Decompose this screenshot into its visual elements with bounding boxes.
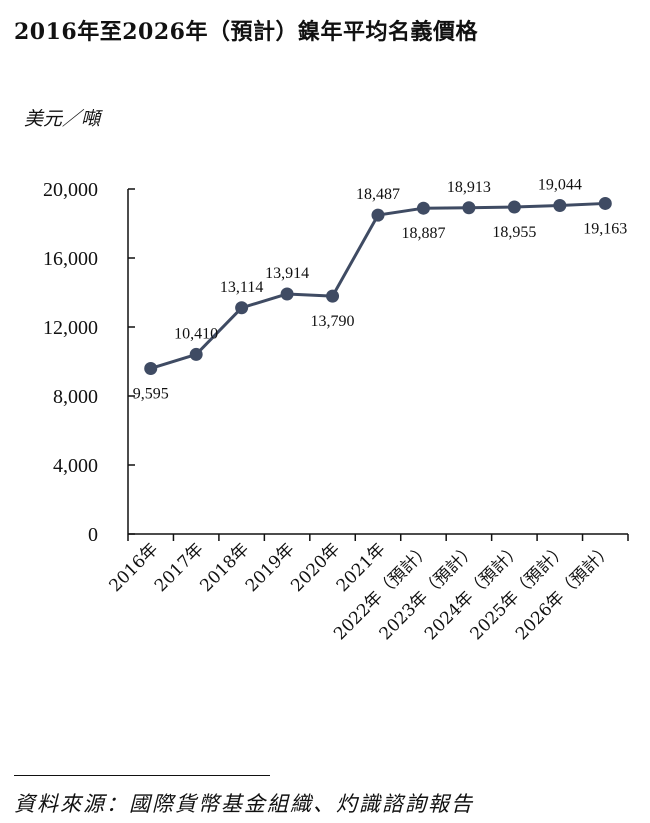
data-label: 18,955: [492, 224, 536, 241]
x-tick-label: 2018年: [196, 539, 253, 596]
x-tick-label: 2020年: [287, 539, 344, 596]
chart-title: 2016年至2026年（預計）鎳年平均名義價格: [14, 19, 478, 45]
x-tick-label: 2016年: [106, 539, 163, 596]
data-label: 13,790: [311, 313, 355, 330]
x-tick-label: 2017年: [151, 539, 208, 596]
y-tick-label: 16,000: [43, 248, 98, 270]
y-tick-label: 4,000: [53, 455, 98, 477]
y-tick-label: 0: [88, 524, 98, 546]
source-note: 資料來源：國際貨幣基金組織、灼識諮詢報告: [14, 792, 474, 816]
data-point: [462, 201, 476, 215]
y-tick-label: 20,000: [43, 179, 98, 201]
data-label: 10,410: [174, 325, 218, 342]
data-point: [371, 208, 385, 222]
data-label: 13,114: [220, 279, 263, 296]
series-line: [150, 201, 606, 370]
data-label: 18,887: [401, 225, 445, 242]
y-tick-label: 8,000: [53, 386, 98, 408]
y-axis-unit-label: 美元／噸: [24, 108, 101, 130]
data-point: [280, 287, 294, 301]
series-path: [150, 201, 606, 370]
y-ticks: 0 4,000 8,000 12,000 16,000 20,000: [43, 179, 135, 546]
data-label: 9,595: [133, 385, 169, 402]
x-ticks: 2016年2017年2018年2019年2020年2021年2022年（預計）2…: [106, 534, 629, 644]
data-point: [416, 201, 430, 215]
data-point: [235, 301, 249, 315]
data-label: 19,044: [538, 176, 582, 193]
data-label: 13,914: [265, 265, 309, 282]
data-point: [598, 196, 612, 210]
data-point: [553, 198, 567, 212]
axes: [127, 189, 628, 535]
y-tick-label: 12,000: [43, 317, 98, 339]
data-point: [507, 200, 521, 214]
data-label: 19,163: [583, 220, 627, 237]
data-points: [144, 196, 612, 375]
source-divider: [14, 775, 270, 776]
line-chart: 0 4,000 8,000 12,000 16,000 20,000 2016年2017年…: [43, 176, 629, 644]
x-tick-label: 2019年: [242, 539, 299, 596]
data-label: 18,913: [447, 179, 491, 196]
data-point: [144, 361, 158, 375]
data-point: [189, 347, 203, 361]
data-label: 18,487: [356, 186, 400, 203]
data-point: [326, 289, 340, 303]
